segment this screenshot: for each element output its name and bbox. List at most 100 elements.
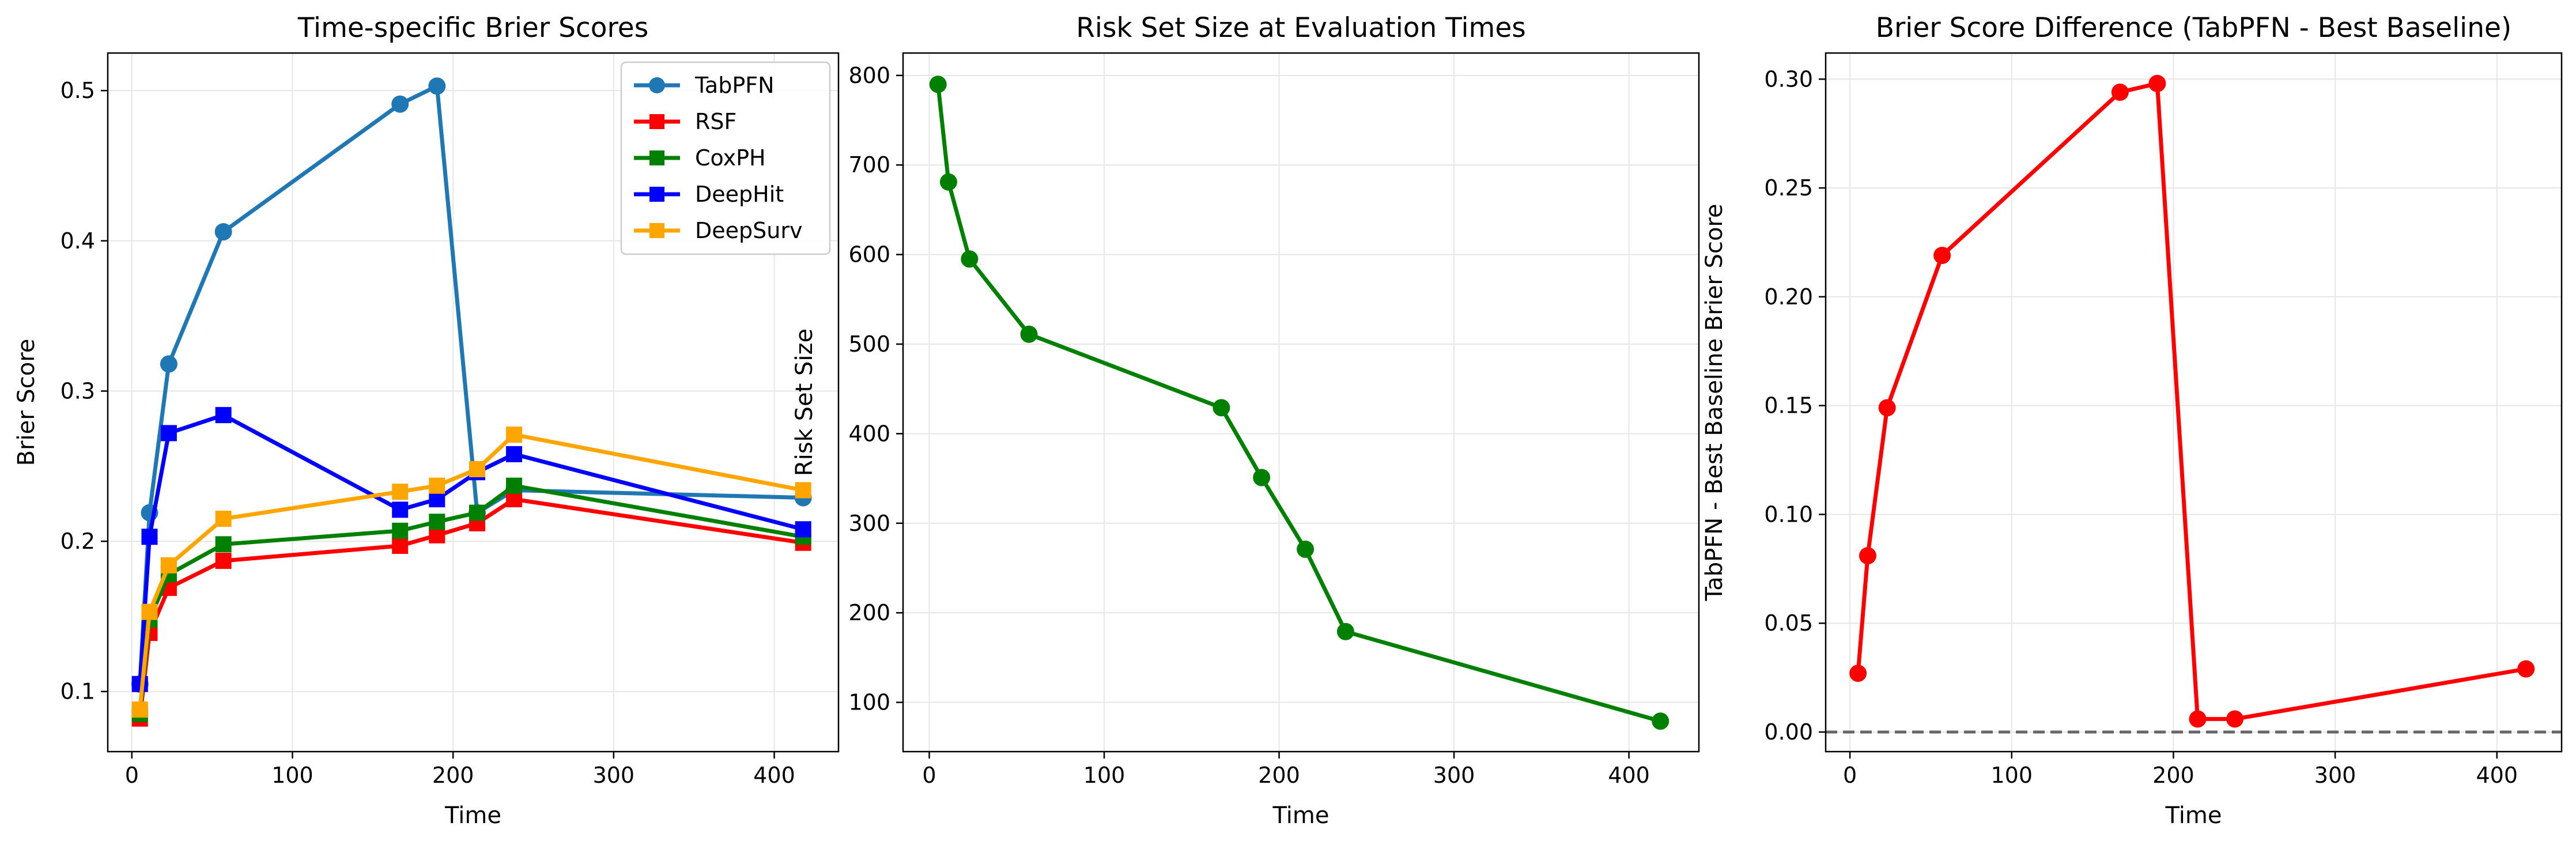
y-tick-label: 0.00 [1764,719,1813,745]
data-point [428,77,446,95]
y-tick-label: 700 [848,152,890,178]
series-deepsurv [131,427,811,718]
y-tick-label: 300 [848,511,890,536]
chart-panel-2: 0 100 200 300 400 100 200 300 400 500 600 700 800 Ris… [791,12,1700,829]
x-axis-label: Time [1272,802,1329,829]
x-tick-label: 300 [593,763,635,788]
legend-marker [649,223,664,238]
x-tick-label: 200 [432,763,474,788]
data-point [215,511,232,527]
legend-label: CoxPH [695,145,766,171]
legend: TabPFN RSF CoxPH DeepHit DeepSurv [620,61,831,255]
y-tick-label: 0.3 [61,378,95,403]
data-point [929,76,947,93]
x-tick-label: 0 [1843,763,1857,788]
y-tick-label: 0.25 [1764,175,1813,201]
series-line-1 [1849,74,2535,728]
series-deephit [131,407,811,692]
x-tick-label: 0 [922,763,936,788]
data-point [141,603,158,620]
data-point [160,557,177,574]
x-tick-label: 0 [125,763,139,788]
plot-frame [107,52,840,753]
data-point [392,501,409,518]
y-tick-label: 0.1 [61,679,95,704]
data-point [429,527,445,544]
data-point [961,250,979,268]
series-line-1 [929,76,1670,730]
chart-panel-3: 0 100 200 300 400 0.00 0.05 0.10 0.15 0.20 0.25 0.3… [1701,12,2563,829]
data-point [215,536,232,553]
data-point [214,223,232,241]
plot-frame [1825,52,2563,753]
data-point [2517,660,2535,678]
y-tick-label: 400 [848,421,890,446]
x-tick-label: 100 [1990,763,2033,788]
data-point [215,407,232,424]
data-point [429,477,445,494]
plot-frame [902,52,1700,753]
y-axis-label: Brier Score [13,339,40,466]
data-point [215,552,232,569]
legend-label: DeepHit [695,182,784,207]
x-tick-label: 300 [2314,763,2356,788]
x-axis-label: Time [444,802,501,829]
data-point [1020,325,1038,343]
data-point [2111,83,2129,101]
x-tick-label: 300 [1433,763,1475,788]
x-tick-label: 400 [2476,763,2518,788]
data-point [1297,540,1315,558]
chart-title: Brier Score Difference (TabPFN - Best Ba… [1876,12,2512,44]
legend-marker [649,150,664,165]
x-tick-label: 100 [271,763,313,788]
x-tick-label: 100 [1083,763,1125,788]
y-axis-label: TabPFN - Best Baseline Brier Score [1701,203,1728,601]
data-point [1652,712,1670,730]
data-point [1933,247,1951,265]
data-point [2148,74,2166,92]
data-point [939,173,957,191]
legend-marker [649,114,664,129]
data-point [429,514,445,530]
legend-marker [649,187,664,202]
legend-label: DeepSurv [695,218,802,243]
y-tick-label: 0.10 [1764,501,1813,527]
x-tick-label: 400 [753,763,795,788]
legend-label: RSF [695,109,736,134]
data-point [1878,399,1896,417]
y-tick-label: 600 [848,242,890,267]
y-tick-label: 500 [848,331,890,357]
chart-title: Time-specific Brier Scores [297,12,648,44]
series-coxph [131,477,811,722]
data-point [506,477,523,494]
y-tick-label: 0.20 [1764,284,1813,310]
data-point [391,95,409,113]
data-point [1859,547,1876,565]
y-tick-label: 0.5 [61,78,95,103]
y-axis-label: Risk Set Size [791,329,818,476]
data-point [141,529,158,545]
data-point [131,701,148,718]
x-axis-label: Time [2165,802,2222,829]
legend-box [620,61,831,255]
chart-title: Risk Set Size at Evaluation Times [1076,12,1526,44]
data-point [1336,623,1354,640]
data-point [506,427,523,443]
data-point [795,482,811,499]
y-tick-label: 800 [848,63,890,88]
data-point [469,504,485,521]
data-point [469,461,485,477]
data-point [160,355,177,373]
data-point [795,521,811,538]
data-point [1213,399,1230,417]
data-point [429,491,445,508]
data-point [160,425,177,442]
y-tick-label: 0.05 [1764,610,1813,636]
data-point [2226,710,2244,728]
y-tick-label: 0.30 [1764,66,1813,92]
data-point [2189,710,2207,728]
series-line [138,497,804,719]
series-line [936,84,1661,723]
legend-label: TabPFN [694,73,775,98]
data-point [392,484,409,500]
